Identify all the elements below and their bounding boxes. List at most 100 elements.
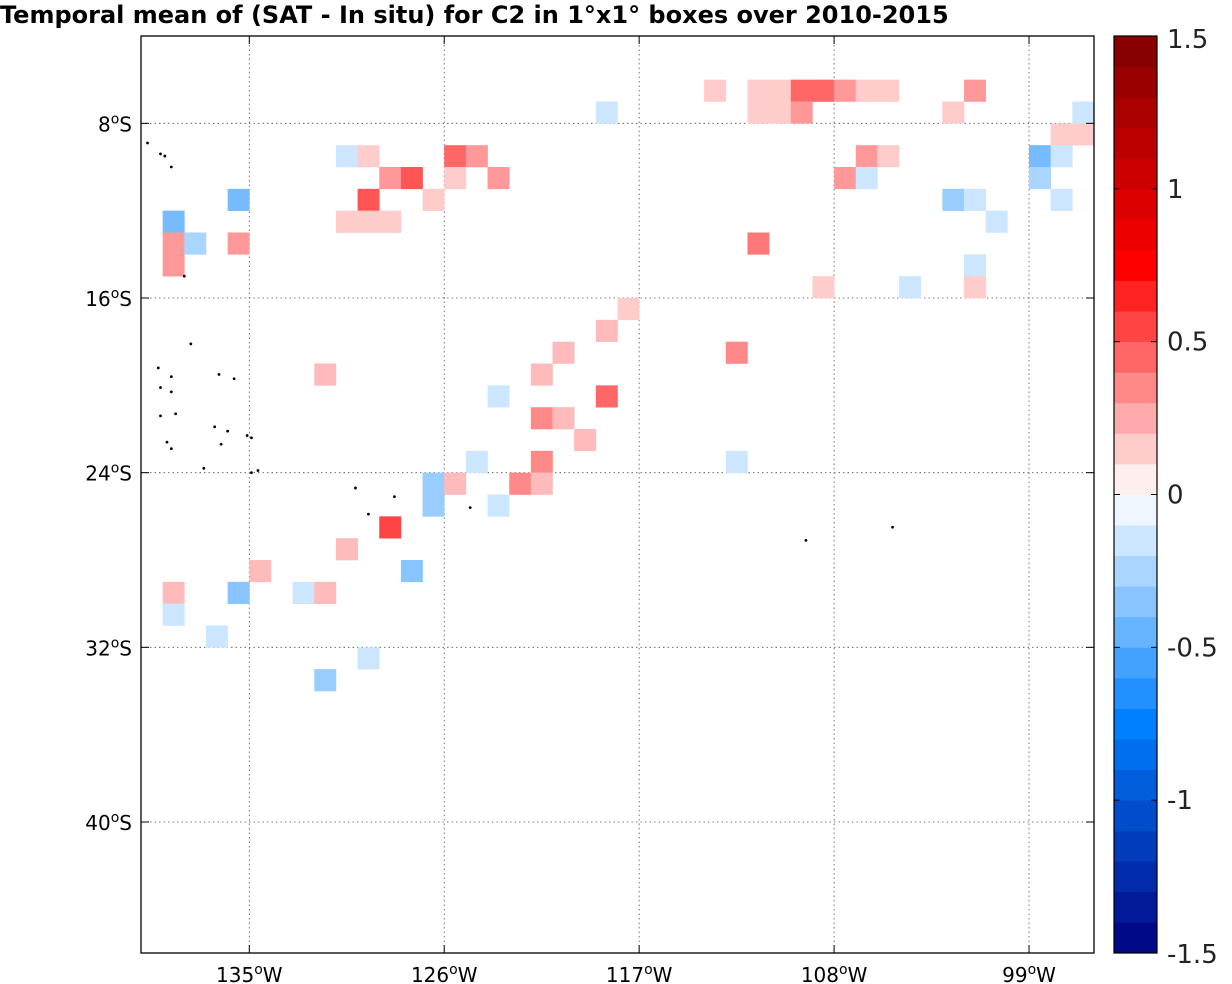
data-cells (98, 79, 1094, 692)
data-cell (1050, 123, 1073, 146)
data-cell (227, 188, 250, 211)
island (146, 141, 149, 145)
data-cell (964, 79, 987, 102)
data-cell (530, 363, 553, 386)
colorbar-segment (1114, 311, 1157, 343)
colorbar-segment (1114, 372, 1157, 404)
colorbar-tick-label: 1.5 (1167, 25, 1208, 55)
data-cell (769, 101, 792, 124)
axis-ticks: 135oW 126oW 117oW 108oW 99oW 8oS 16oS 24oS 32oS 4… (85, 36, 1094, 984)
data-cell (1050, 145, 1073, 168)
data-cell (314, 363, 337, 386)
data-cell (422, 494, 445, 517)
island (169, 165, 173, 169)
data-cell (227, 232, 250, 255)
data-cell (292, 581, 315, 604)
data-cell (400, 167, 423, 190)
colorbar-segment (1114, 36, 1157, 67)
data-cell (552, 341, 575, 364)
data-cell (574, 429, 597, 452)
island (256, 469, 260, 472)
colorbar-segment (1114, 158, 1157, 190)
island (169, 375, 173, 378)
data-cell (964, 254, 987, 277)
colorbar-segment (1114, 677, 1157, 709)
data-cell (855, 167, 878, 190)
colorbar-segment (1114, 127, 1157, 159)
data-cell (704, 79, 727, 102)
data-cell (1050, 188, 1073, 211)
island (354, 486, 357, 490)
data-cell (725, 450, 748, 473)
y-tick-label: 8oS (98, 111, 132, 136)
data-cell (617, 298, 640, 321)
data-cell (314, 669, 337, 692)
island (393, 495, 396, 499)
data-cell (530, 450, 553, 473)
data-cell (487, 385, 510, 408)
data-cell (1072, 101, 1094, 124)
data-cell (1029, 145, 1051, 168)
island (159, 414, 162, 418)
data-cell (877, 145, 900, 168)
colorbar-segment (1114, 769, 1157, 801)
island (245, 434, 249, 437)
islands (146, 141, 894, 542)
data-cell (335, 210, 358, 233)
island (804, 538, 808, 542)
island (367, 512, 370, 516)
data-cell (184, 232, 207, 255)
data-cell (400, 560, 423, 583)
data-cell (227, 581, 250, 604)
data-cell (725, 341, 748, 364)
data-cell (552, 407, 575, 430)
data-cell (942, 101, 965, 124)
data-cell (357, 145, 380, 168)
data-cell (595, 319, 618, 342)
data-cell (205, 625, 228, 648)
colorbar: 1.5 1 0.5 0 -0.5 -1 -1.5 (1113, 25, 1218, 970)
data-cell (964, 276, 987, 299)
colorbar-segment (1114, 647, 1157, 679)
data-cell (487, 167, 510, 190)
data-cell (444, 145, 467, 168)
data-cell (465, 145, 488, 168)
island (891, 525, 894, 529)
island (213, 425, 217, 429)
map-background (141, 36, 1094, 953)
colorbar-tick-label: 0.5 (1167, 328, 1208, 358)
data-cell (790, 79, 813, 102)
island (250, 471, 253, 475)
x-tick-label: 108oW (801, 962, 868, 984)
data-cell (595, 385, 618, 408)
data-cell (162, 581, 185, 604)
data-cell (379, 516, 402, 539)
chart-title: Temporal mean of (SAT - In situ) for C2 … (0, 1, 949, 29)
data-cell (747, 79, 770, 102)
island (250, 436, 253, 440)
data-cell (747, 232, 770, 255)
data-cell (162, 603, 185, 626)
island (217, 373, 221, 376)
y-tick-label: 32oS (85, 635, 132, 660)
colorbar-tick-label: -0.5 (1167, 633, 1218, 663)
colorbar-tick-label: 1 (1167, 175, 1184, 205)
data-cell (769, 79, 792, 102)
island (182, 274, 186, 278)
data-cell (964, 188, 987, 211)
data-cell (98, 254, 120, 276)
colorbar-tick-label: -1.5 (1167, 940, 1218, 970)
data-cell (357, 647, 380, 670)
island (174, 412, 178, 416)
data-cell (812, 79, 835, 102)
data-cell (747, 101, 770, 124)
data-cell (335, 538, 358, 561)
data-cell (379, 210, 402, 233)
data-cell (379, 167, 402, 190)
colorbar-segment (1114, 433, 1157, 465)
data-cell (162, 232, 185, 255)
colorbar-segment (1114, 66, 1157, 98)
colorbar-segment (1114, 188, 1157, 220)
data-cell (509, 472, 532, 495)
